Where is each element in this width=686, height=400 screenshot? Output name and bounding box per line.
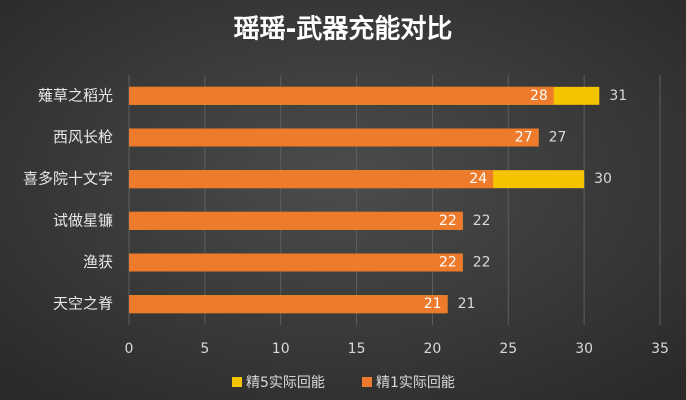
- data-label: 22: [473, 213, 491, 229]
- x-tick-label: 35: [651, 341, 669, 357]
- x-tick-label: 30: [575, 341, 593, 357]
- bar: [129, 170, 494, 189]
- x-tick-label: 10: [272, 341, 290, 357]
- data-label: 24: [469, 171, 487, 187]
- data-label: 30: [594, 171, 612, 187]
- data-label: 22: [439, 213, 457, 229]
- legend-swatch: [232, 377, 242, 387]
- y-tick-label: 渔获: [83, 253, 113, 271]
- bar: [129, 86, 554, 105]
- y-tick-label: 天空之脊: [53, 295, 113, 313]
- bar: [129, 253, 463, 272]
- x-tick-label: 5: [200, 341, 209, 357]
- bar: [129, 295, 448, 314]
- y-tick-label: 薙草之稻光: [38, 86, 113, 104]
- chart-title: 瑶瑶-武器充能对比: [234, 14, 453, 45]
- y-tick-label: 西风长枪: [53, 128, 113, 146]
- data-label: 21: [458, 296, 476, 312]
- y-tick-label: 试做星镰: [53, 211, 113, 229]
- bar: [129, 128, 539, 147]
- x-tick-label: 25: [499, 341, 517, 357]
- bar: [129, 211, 463, 230]
- data-label: 22: [473, 255, 491, 271]
- x-tick-label: 20: [424, 341, 442, 357]
- x-tick-label: 15: [348, 341, 366, 357]
- data-label: 27: [549, 130, 567, 146]
- legend-label: 精5实际回能: [246, 375, 325, 391]
- data-label: 31: [609, 88, 627, 104]
- data-label: 22: [439, 255, 457, 271]
- x-tick-label: 0: [125, 341, 134, 357]
- data-label: 27: [515, 130, 533, 146]
- data-label: 21: [424, 296, 442, 312]
- legend-label: 精1实际回能: [376, 375, 455, 391]
- data-label: 28: [530, 88, 548, 104]
- legend-swatch: [362, 377, 372, 387]
- y-tick-label: 喜多院十文字: [23, 170, 113, 188]
